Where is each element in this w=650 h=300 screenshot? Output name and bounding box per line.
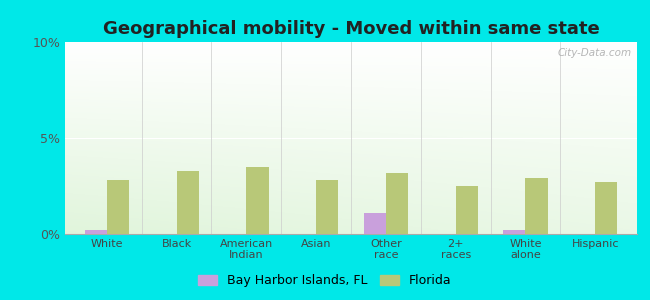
Bar [595, 182, 617, 234]
Legend: Bay Harbor Islands, FL, Florida: Bay Harbor Islands, FL, Florida [195, 270, 455, 291]
Bar [316, 180, 339, 234]
Bar [503, 230, 525, 234]
Bar [177, 171, 199, 234]
Bar [363, 213, 386, 234]
Bar [525, 178, 548, 234]
Bar [386, 172, 408, 234]
Bar [107, 180, 129, 234]
Bar [84, 230, 107, 234]
Bar [456, 186, 478, 234]
Title: Geographical mobility - Moved within same state: Geographical mobility - Moved within sam… [103, 20, 599, 38]
Bar [246, 167, 268, 234]
Text: City-Data.com: City-Data.com [557, 48, 631, 58]
